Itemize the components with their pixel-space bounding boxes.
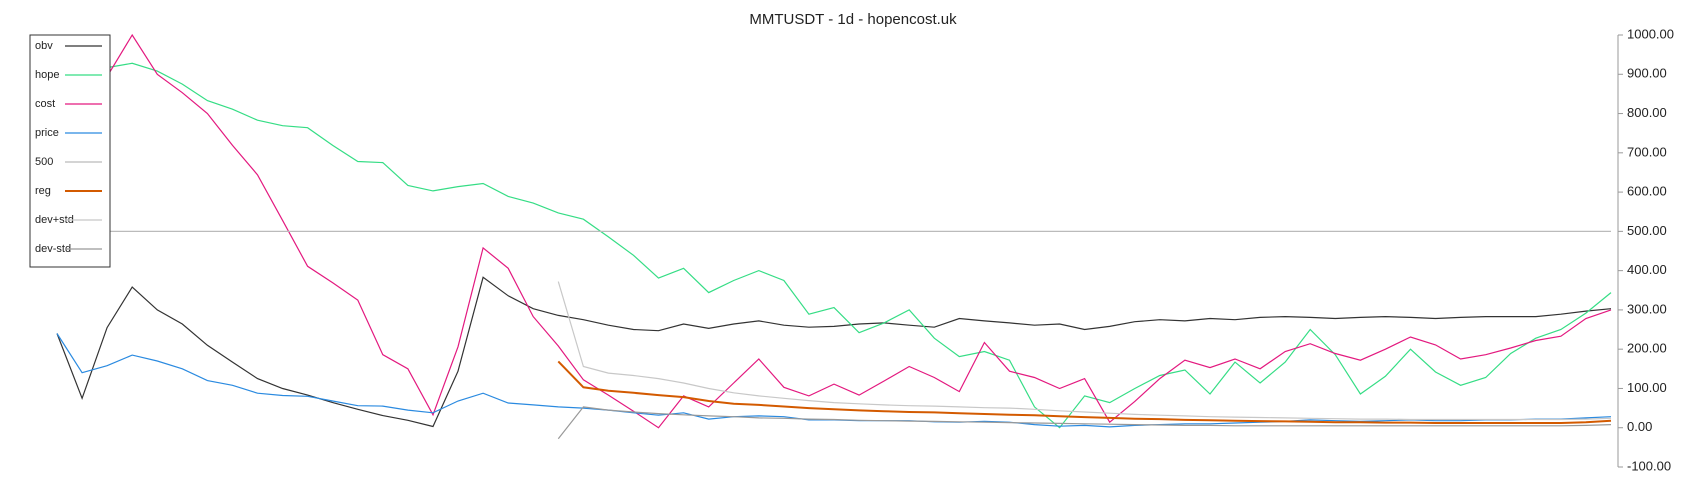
y-tick-label: 800.00 <box>1627 105 1667 120</box>
y-tick-label: -100.00 <box>1627 458 1671 473</box>
legend-label: dev-std <box>35 243 71 255</box>
y-tick-label: 0.00 <box>1627 419 1652 434</box>
y-tick-label: 300.00 <box>1627 301 1667 316</box>
chart-title: MMTUSDT - 1d - hopencost.uk <box>749 11 957 28</box>
series-line <box>106 33 1612 429</box>
legend-label: reg <box>35 185 51 197</box>
series-line <box>557 360 1612 424</box>
legend-box <box>29 34 111 268</box>
y-tick-label: 1000.00 <box>1627 26 1674 41</box>
y-tick-label: 600.00 <box>1627 184 1667 199</box>
series-line <box>56 333 1612 428</box>
legend-label: 500 <box>35 156 53 168</box>
y-tick-label: 900.00 <box>1627 66 1667 81</box>
legend-label: cost <box>35 98 55 110</box>
y-tick-label: 700.00 <box>1627 144 1667 159</box>
y-tick-label: 100.00 <box>1627 380 1667 395</box>
series-line <box>557 406 1612 440</box>
legend-label: price <box>35 127 59 139</box>
legend-label: hope <box>35 69 59 81</box>
y-tick-label: 500.00 <box>1627 223 1667 238</box>
legend-label: obv <box>35 40 53 52</box>
legend: obv hope cost price 500 reg dev+std dev-std <box>29 34 111 268</box>
y-tick-label: 400.00 <box>1627 262 1667 277</box>
series-line <box>106 62 1612 429</box>
series-line <box>557 281 1612 421</box>
y-tick-label: 200.00 <box>1627 341 1667 356</box>
legend-label: dev+std <box>35 214 74 226</box>
